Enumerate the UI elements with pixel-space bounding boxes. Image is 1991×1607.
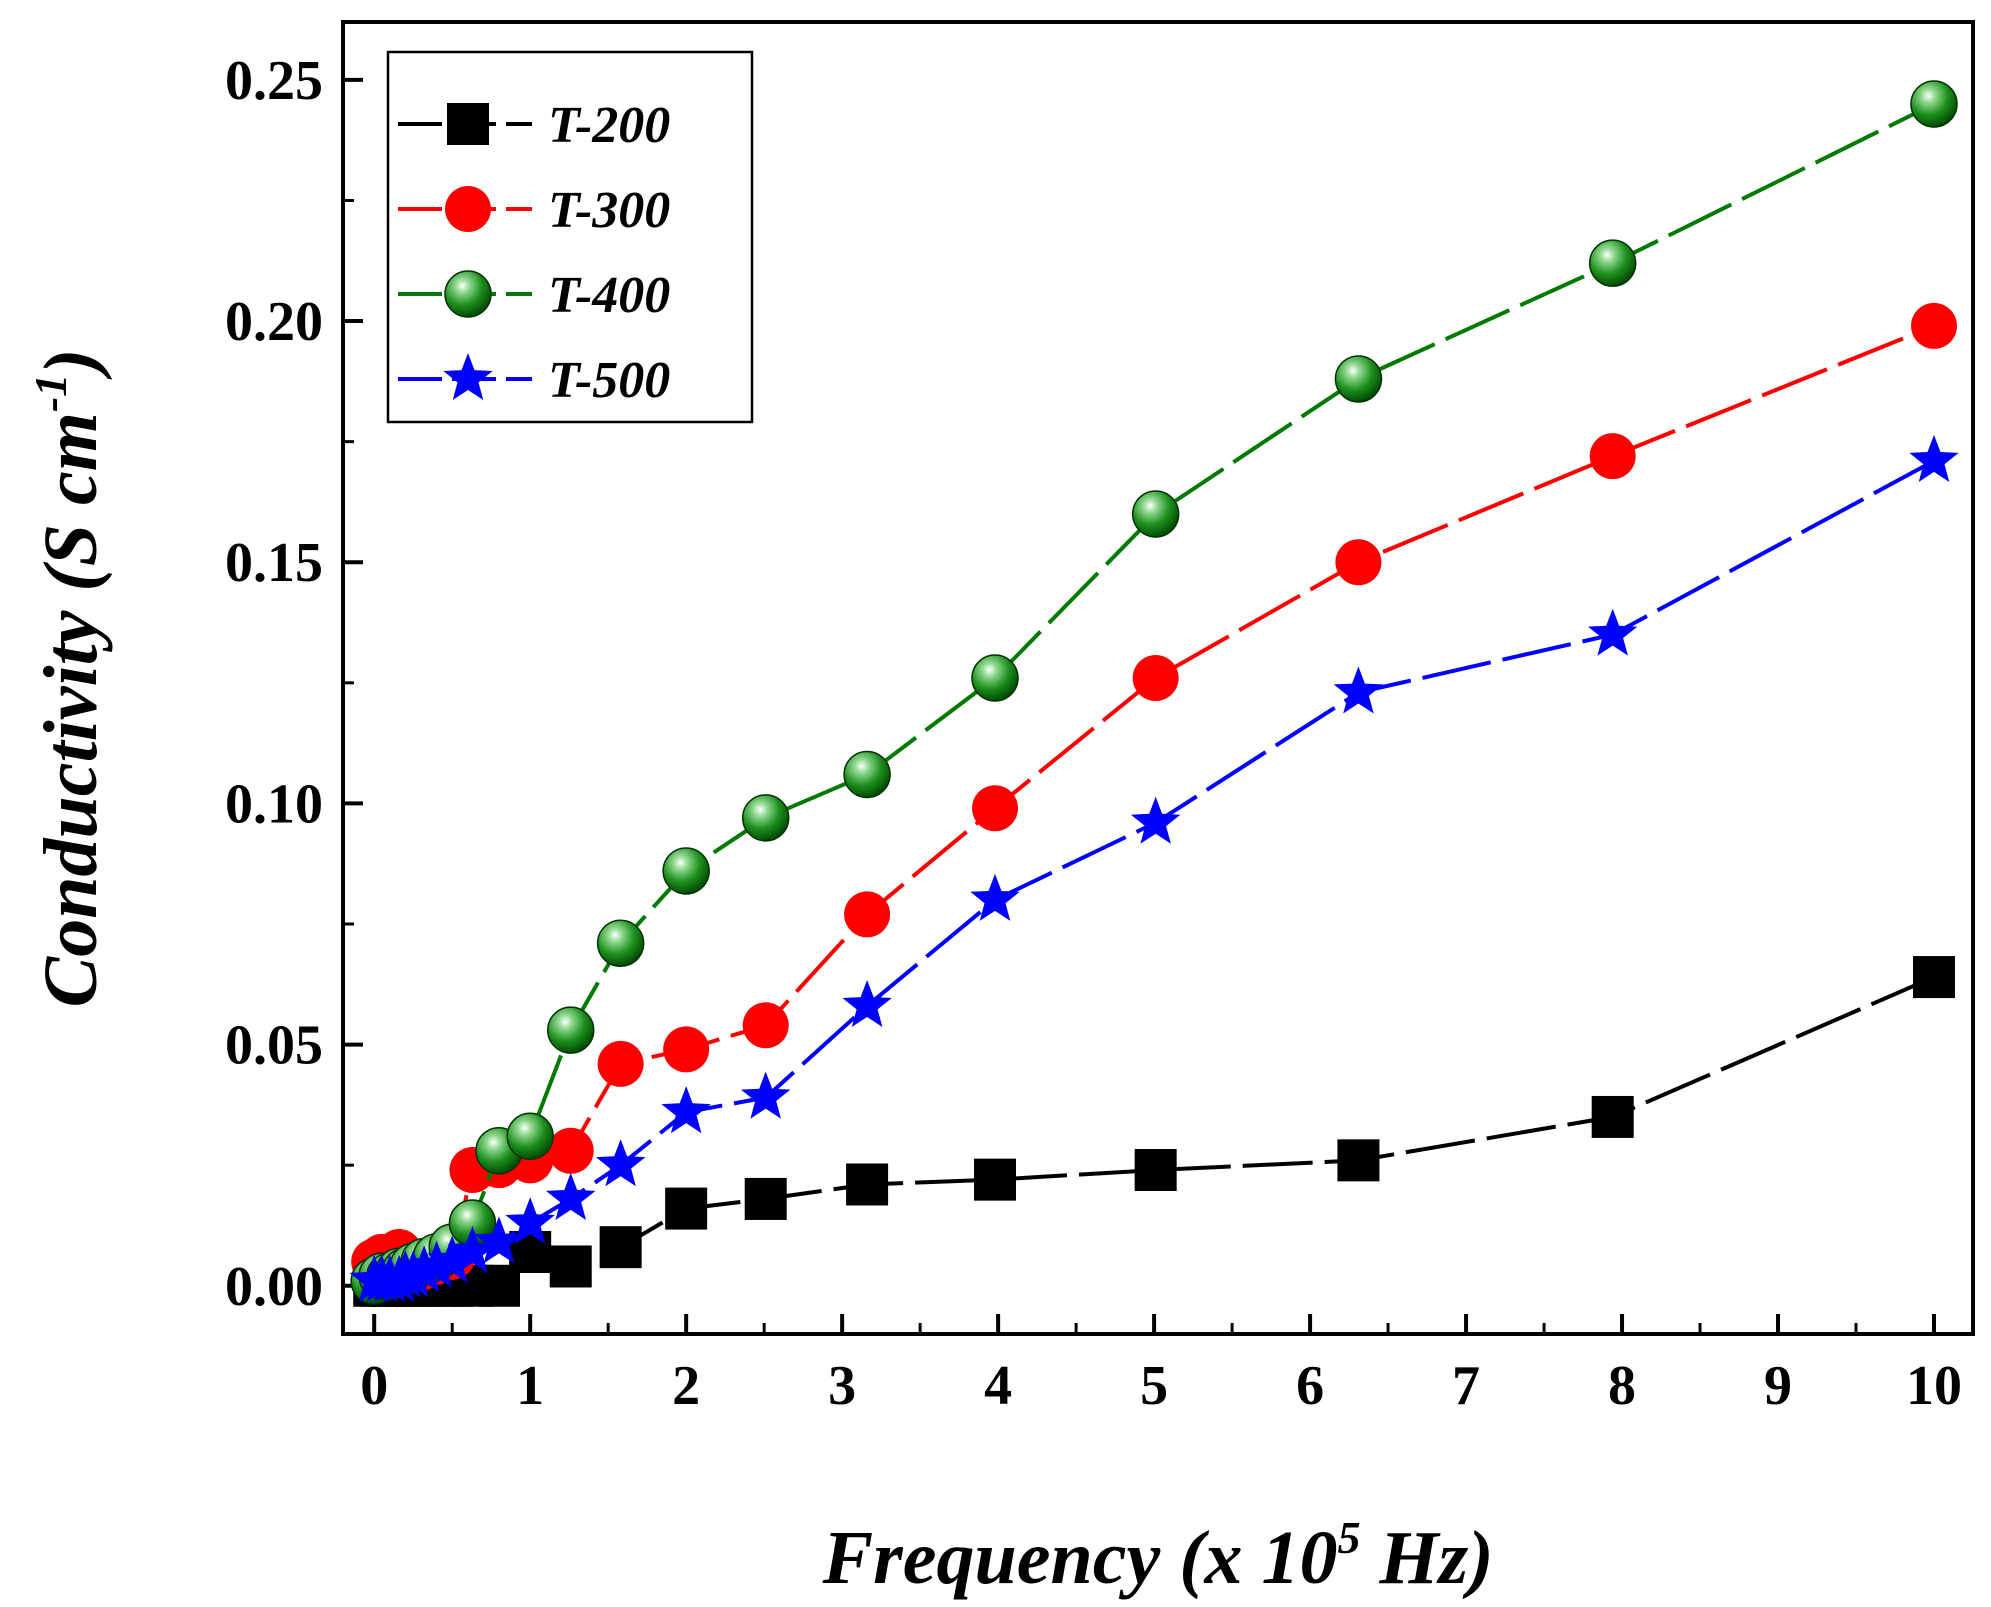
x-axis-title-superscript: 5 xyxy=(1338,1512,1361,1563)
data-point-t-300 xyxy=(547,1127,594,1174)
data-point-t-300 xyxy=(597,1040,644,1087)
data-point-t-400 xyxy=(506,1112,554,1160)
x-tick-label: 0 xyxy=(360,1355,388,1417)
data-point-t-400 xyxy=(662,847,710,895)
data-point-t-200 xyxy=(599,1226,642,1269)
data-point-t-500 xyxy=(1909,434,1959,482)
legend-marker-t-200 xyxy=(447,103,489,145)
x-axis-title: Frequency (x 105 Hz) xyxy=(821,1512,1493,1600)
data-point-t-500 xyxy=(595,1139,646,1187)
legend-marker-t-500 xyxy=(443,353,493,400)
y-axis-title-superscript: -1 xyxy=(25,374,76,412)
data-point-t-300 xyxy=(844,891,891,938)
legend-item-t-200: T-200 xyxy=(398,97,670,154)
series-layer xyxy=(349,80,1959,1307)
data-point-t-300 xyxy=(1132,655,1179,701)
data-point-t-500 xyxy=(427,1235,477,1283)
legend-marker-t-300 xyxy=(445,186,491,232)
data-point-t-300 xyxy=(1589,433,1636,480)
data-point-t-500 xyxy=(970,873,1020,921)
data-point-t-400 xyxy=(1588,239,1637,287)
x-tick-label: 5 xyxy=(1140,1355,1168,1417)
data-point-t-500 xyxy=(399,1245,449,1293)
x-tick-label: 3 xyxy=(828,1355,856,1417)
legend-item-t-500: T-500 xyxy=(398,352,670,409)
y-tick-label: 0.25 xyxy=(225,50,323,112)
x-tick-label: 10 xyxy=(1906,1355,1962,1417)
x-tick-label: 2 xyxy=(672,1355,700,1417)
data-point-t-500 xyxy=(411,1240,462,1288)
data-point-t-500 xyxy=(474,1216,524,1264)
data-point-t-500 xyxy=(1588,608,1638,656)
data-point-t-300 xyxy=(1335,539,1382,586)
data-point-t-400 xyxy=(1910,80,1958,128)
legend-item-t-300: T-300 xyxy=(398,182,670,239)
data-point-t-500 xyxy=(1333,666,1384,714)
legend-label: T-400 xyxy=(548,267,670,324)
data-point-t-400 xyxy=(1334,355,1383,403)
data-point-t-200 xyxy=(744,1177,787,1220)
data-point-t-200 xyxy=(665,1187,708,1230)
data-point-t-500 xyxy=(741,1071,791,1119)
data-point-t-200 xyxy=(1591,1095,1634,1138)
data-point-t-500 xyxy=(505,1197,555,1245)
data-point-t-400 xyxy=(1131,490,1180,538)
y-tick-label: 0.15 xyxy=(225,532,323,594)
x-tick-label: 7 xyxy=(1452,1355,1480,1417)
y-tick-labels: 0.00 0.05 0.10 0.15 0.20 0.25 xyxy=(225,50,323,1318)
y-axis-title: Conductivity (S cm-1) xyxy=(25,349,113,1008)
data-point-t-500 xyxy=(447,1226,498,1273)
legend-label: T-300 xyxy=(548,182,670,239)
data-point-t-300 xyxy=(663,1026,710,1073)
legend: T-200 T-300 T-400 T-500 xyxy=(386,50,754,424)
data-point-t-300 xyxy=(972,785,1018,832)
y-tick-label: 0.00 xyxy=(225,1256,323,1318)
data-point-t-500 xyxy=(661,1086,711,1134)
data-point-t-300 xyxy=(742,1002,789,1049)
x-tick-labels: 0 1 2 3 4 5 6 7 8 9 10 xyxy=(360,1355,1962,1417)
data-point-t-400 xyxy=(596,919,645,968)
y-tick-label: 0.05 xyxy=(225,1015,323,1077)
data-point-t-400 xyxy=(741,794,790,842)
x-tick-label: 9 xyxy=(1764,1355,1792,1417)
y-tick-label: 0.10 xyxy=(225,773,323,835)
axis-ticks xyxy=(343,77,1937,1334)
data-point-t-400 xyxy=(971,654,1019,702)
data-point-t-500 xyxy=(546,1172,596,1220)
data-point-t-200 xyxy=(549,1245,592,1288)
x-tick-label: 6 xyxy=(1296,1355,1324,1417)
legend-marker-t-400 xyxy=(444,270,492,318)
data-point-t-200 xyxy=(846,1163,889,1206)
data-point-t-200 xyxy=(1913,956,1956,999)
data-point-t-400 xyxy=(546,1006,595,1054)
y-axis-title-main: Conductivity (S cm xyxy=(29,412,113,1007)
x-tick-label: 4 xyxy=(984,1355,1012,1417)
y-tick-label: 0.20 xyxy=(225,291,323,353)
data-point-t-300 xyxy=(1911,302,1958,349)
series-t-500 xyxy=(349,434,1959,1302)
y-axis-title-end: ) xyxy=(29,349,113,380)
legend-label: T-500 xyxy=(548,352,670,409)
x-axis-title-end: Hz) xyxy=(1361,1516,1494,1600)
data-point-t-200 xyxy=(1337,1139,1380,1182)
legend-label: T-200 xyxy=(548,97,670,154)
data-point-t-400 xyxy=(843,750,891,799)
data-point-t-500 xyxy=(1130,796,1181,844)
data-point-t-500 xyxy=(842,980,892,1027)
data-point-t-200 xyxy=(1134,1149,1177,1191)
data-point-t-200 xyxy=(974,1158,1016,1201)
x-axis-title-main: Frequency (x 10 xyxy=(821,1516,1337,1600)
legend-item-t-400: T-400 xyxy=(398,267,670,324)
x-tick-label: 1 xyxy=(516,1355,544,1417)
x-tick-label: 8 xyxy=(1608,1355,1636,1417)
